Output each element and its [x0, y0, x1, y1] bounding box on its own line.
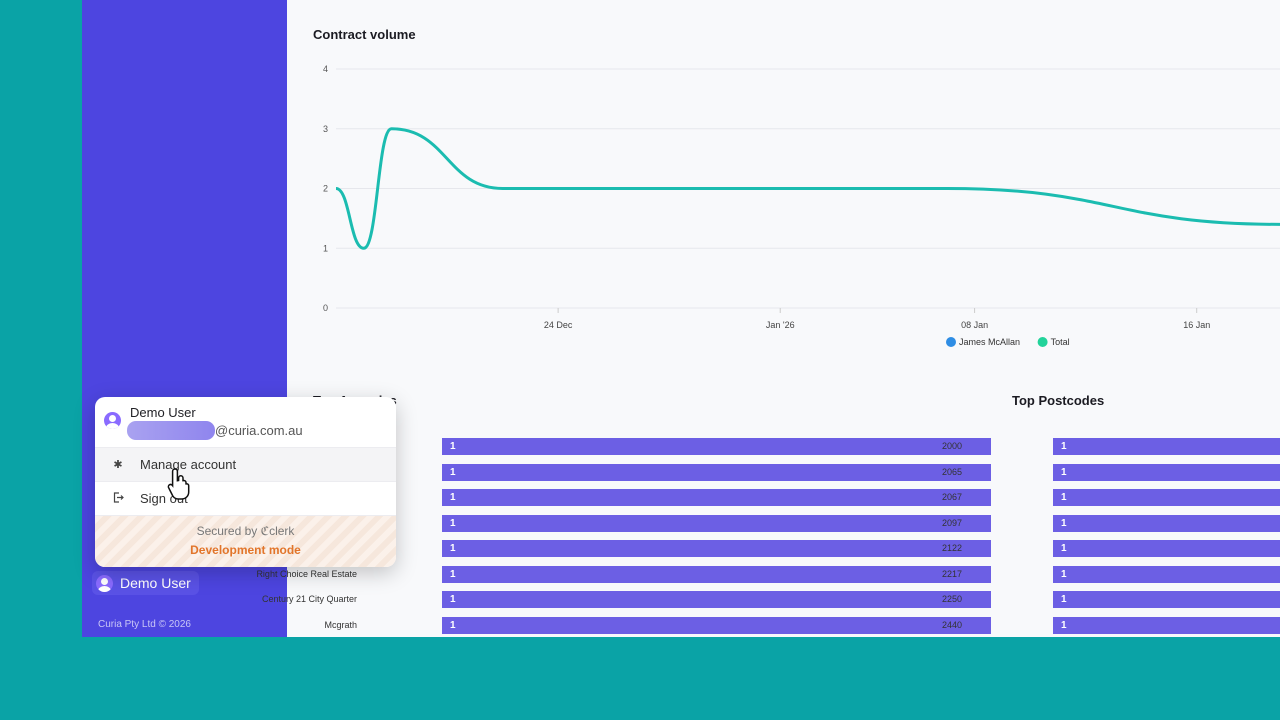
y-tick-label: 2 [323, 184, 328, 194]
bar[interactable]: 1 [1053, 463, 1280, 481]
bar-label: 2440 [941, 619, 962, 630]
sign-out-button[interactable]: Sign out [95, 481, 396, 515]
bar[interactable]: 1 [1053, 489, 1280, 506]
desktop-background [0, 637, 1280, 720]
y-tick-label: 0 [323, 303, 328, 313]
top-postcodes-title: Top Postcodes [1012, 393, 1105, 408]
bar[interactable]: 1 [1053, 540, 1280, 557]
bar[interactable]: 1 [442, 616, 991, 634]
x-tick-label: Jan '26 [766, 320, 795, 330]
y-tick-label: 3 [323, 124, 328, 134]
bar[interactable]: 1 [442, 591, 991, 608]
bar[interactable]: 1 [442, 540, 991, 557]
secured-by-label: Secured by [196, 524, 258, 538]
bar[interactable]: 1 [1053, 591, 1280, 608]
bar[interactable]: 1 [442, 514, 991, 532]
popover-footer: Secured by ℭclerk Development mode [95, 515, 396, 567]
legend-marker [1037, 337, 1048, 347]
bar-label: Century 21 City Quarter [261, 594, 357, 604]
user-name: Demo User [120, 575, 191, 591]
user-button[interactable]: Demo User [92, 571, 199, 595]
bar-label: 2097 [941, 517, 962, 528]
legend-label[interactable]: James McAllan [959, 337, 1020, 347]
hand-cursor-icon [167, 468, 190, 500]
bar-label: Right Choice Real Estate [256, 568, 357, 579]
manage-account-button[interactable]: ✱ Manage account [95, 447, 396, 481]
x-tick-label: 24 Dec [544, 320, 573, 330]
bar[interactable]: 1 [1053, 616, 1280, 634]
bar-label: 2122 [941, 543, 962, 553]
legend-label[interactable]: Total [1051, 337, 1070, 347]
chart-title: Contract volume [313, 27, 416, 42]
clerk-logo-icon: ℭ [260, 524, 270, 538]
bar-label: 2217 [941, 568, 962, 579]
y-tick-label: 4 [323, 64, 328, 74]
bar[interactable]: 1 [1053, 438, 1280, 455]
email-redacted [127, 421, 215, 440]
avatar-icon [104, 412, 121, 429]
bar-label: 2067 [941, 492, 962, 502]
bar-label: 2065 [941, 466, 962, 477]
development-mode-badge: Development mode [190, 543, 301, 557]
avatar-icon [96, 574, 113, 592]
bar-label: Mcgrath [324, 619, 357, 630]
y-tick-label: 1 [323, 243, 328, 253]
main-content: Contract volume 0 1 2 3 4 24 Dec Jan '26 08 Jan… [256, 0, 1280, 637]
x-tick-label: 08 Jan [961, 320, 988, 330]
series-line-total [335, 127, 1280, 250]
x-tick-label: 16 Jan [1183, 320, 1210, 330]
bar[interactable]: 1 [442, 463, 991, 481]
legend-marker [946, 337, 956, 347]
gear-icon: ✱ [113, 459, 123, 471]
bar-label: 2250 [941, 594, 962, 604]
contract-volume-chart: 0 1 2 3 4 24 Dec Jan '26 08 Jan 16 Jan James McAl… [323, 64, 1280, 347]
bar[interactable]: 1 [1053, 514, 1280, 532]
bar[interactable]: 1 [1053, 565, 1280, 583]
bar[interactable]: 1 [442, 565, 991, 583]
bar[interactable]: 1 [442, 438, 991, 455]
popover-user-name: Demo User [130, 405, 196, 420]
email-domain: @curia.com.au [215, 423, 303, 438]
bar[interactable]: 1 [442, 489, 991, 506]
popover-email: @curia.com.au [127, 421, 303, 440]
popover-header: Demo User @curia.com.au [95, 397, 396, 447]
user-menu-popover: Demo User @curia.com.au ✱ Manage account… [95, 397, 396, 567]
app-window: Demo User Curia Pty Ltd © 2026 Contract … [82, 0, 1280, 637]
secured-by-text: Secured by ℭclerk [95, 524, 396, 538]
clerk-brand[interactable]: clerk [269, 524, 295, 538]
manage-account-label: Manage account [140, 457, 237, 472]
bar-label: 2000 [941, 441, 962, 451]
sign-out-icon [111, 491, 125, 506]
copyright-text: Curia Pty Ltd © 2026 [98, 619, 191, 630]
